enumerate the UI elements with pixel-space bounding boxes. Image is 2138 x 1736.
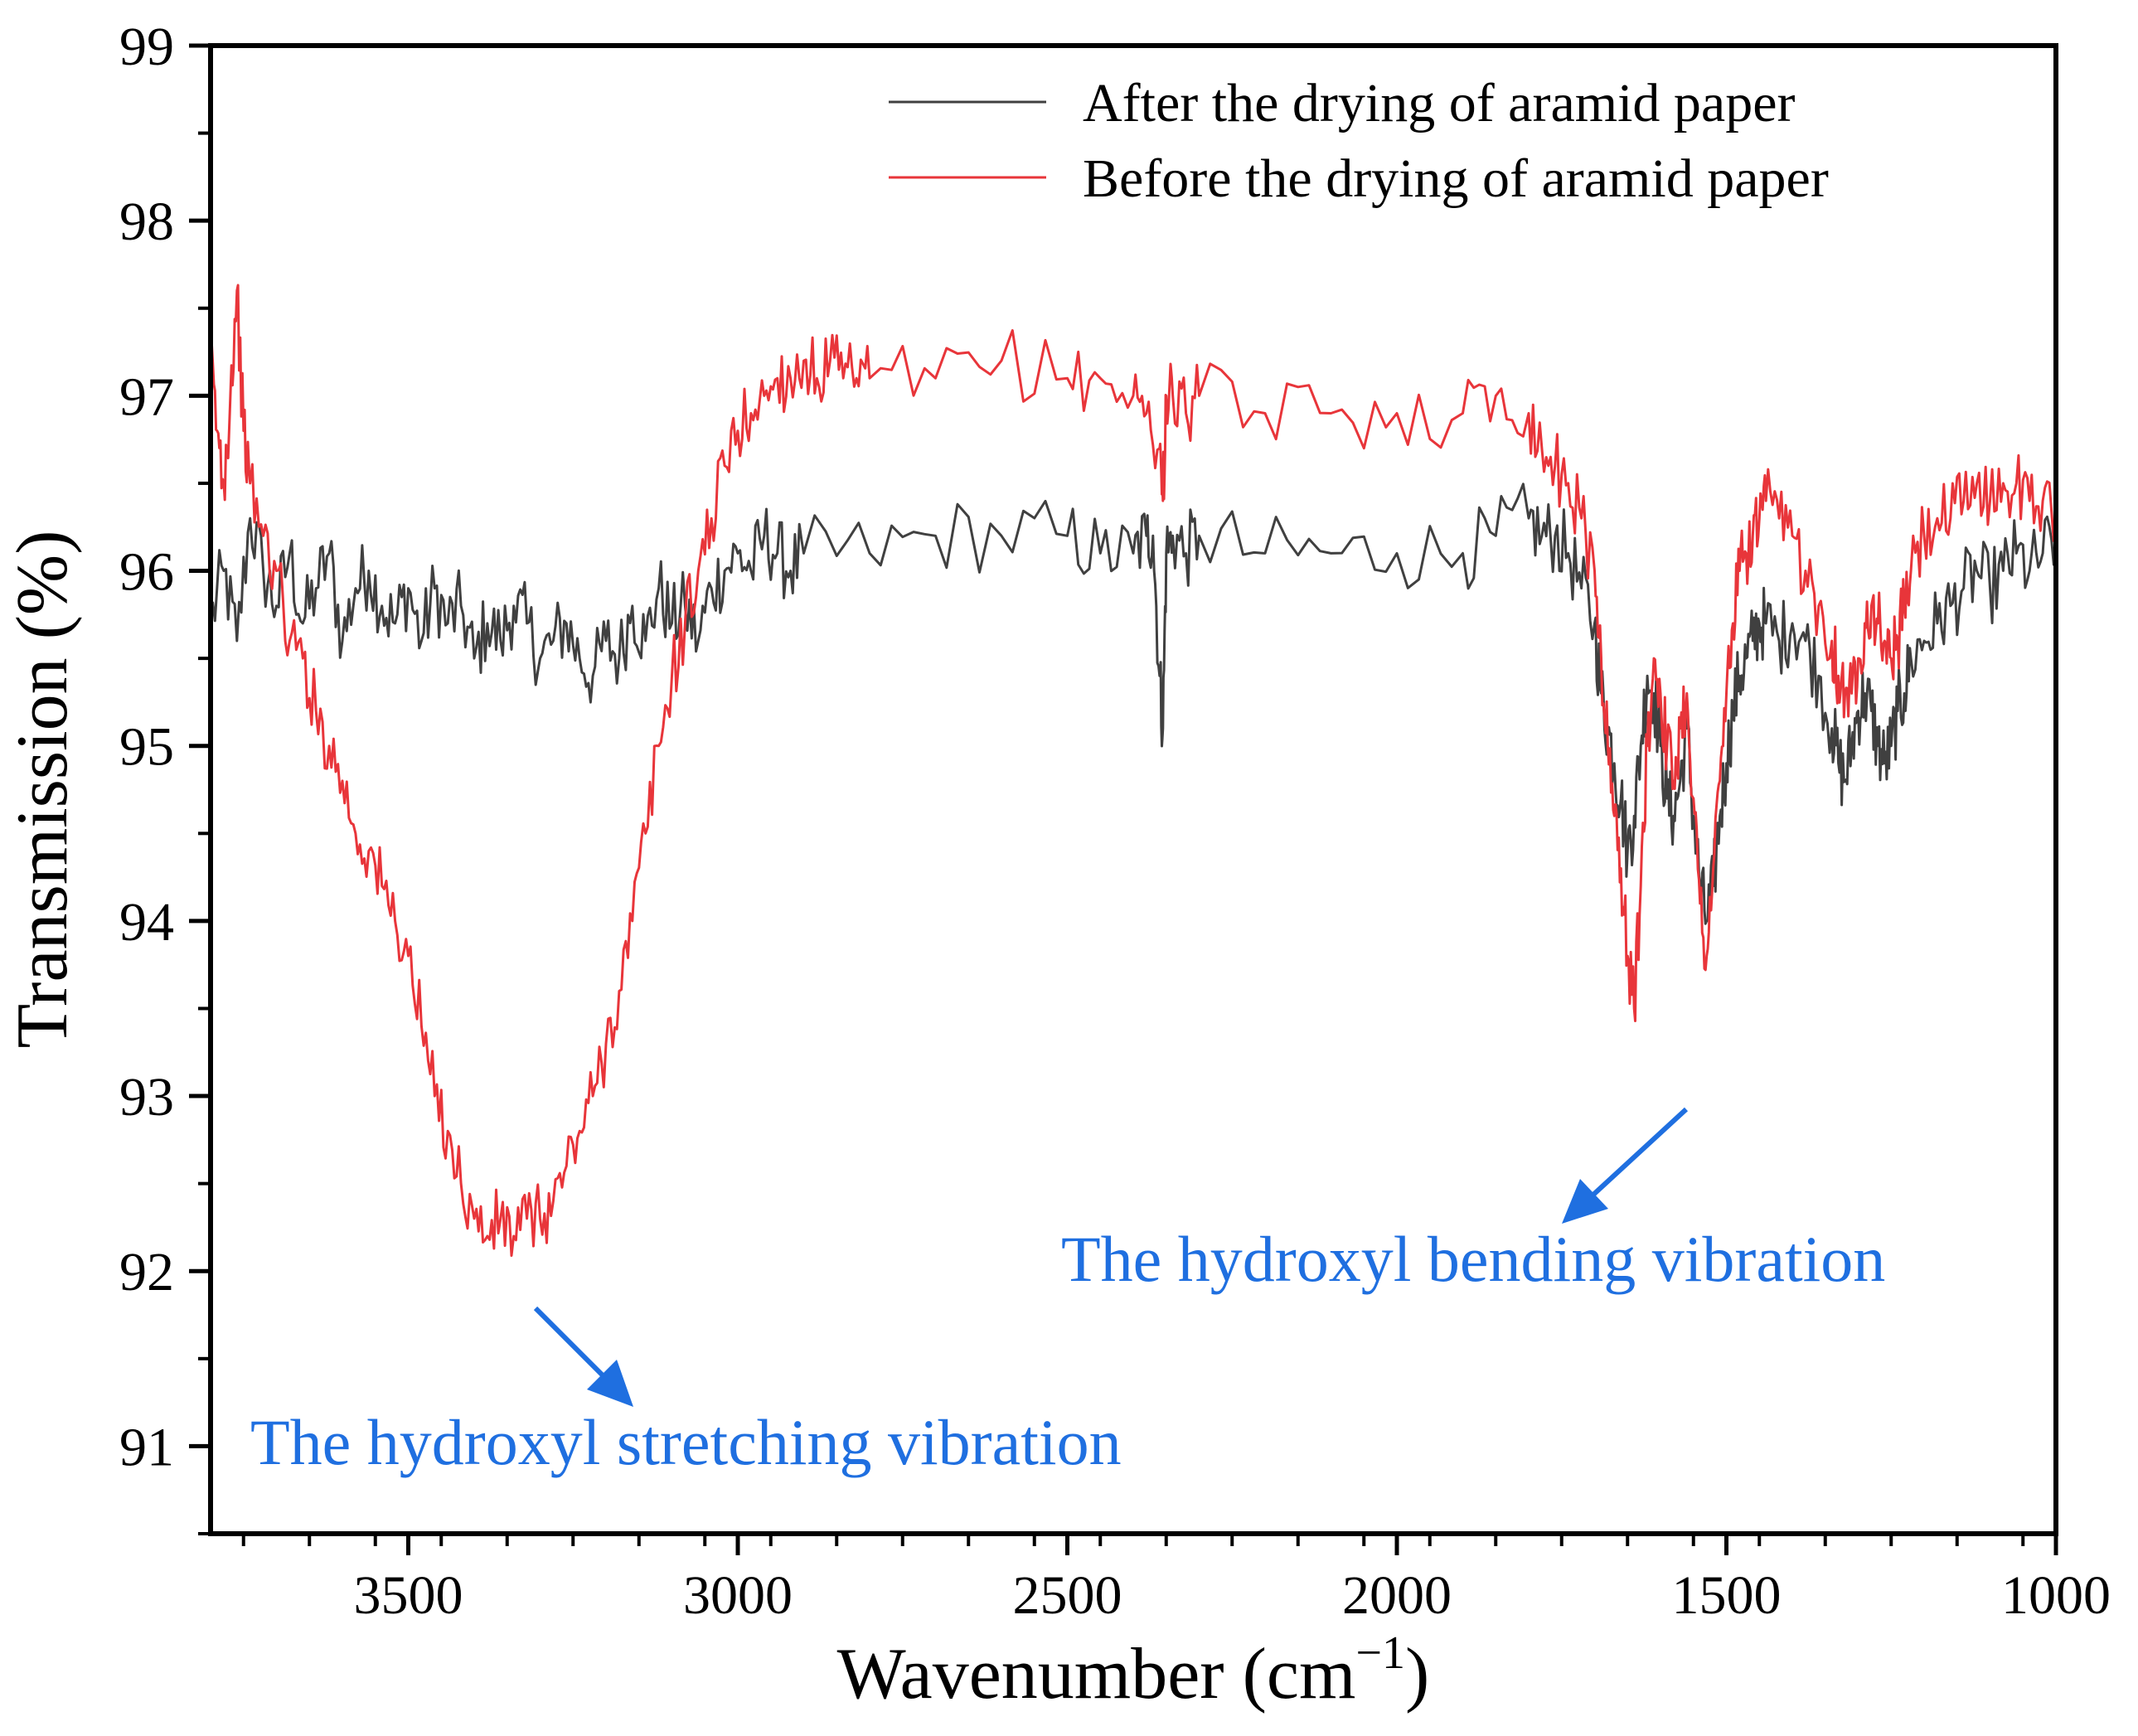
x-axis-title-superscript: −1 — [1355, 1627, 1405, 1679]
x-tick-label: 1500 — [1672, 1565, 1782, 1626]
y-tick-label: 97 — [119, 366, 174, 427]
y-tick-label: 94 — [119, 892, 174, 953]
annotation-bending: The hydroxyl bending vibration — [1061, 1107, 1885, 1295]
y-tick-label: 96 — [119, 542, 174, 603]
x-axis-title: Wavenumber (cm−1) — [837, 1627, 1430, 1714]
annotation-stretching: The hydroxyl stretching vibration — [250, 1306, 1122, 1478]
series-line-before-drying — [209, 284, 2058, 1257]
x-tick-label: 2000 — [1342, 1565, 1452, 1626]
tick-labels-layer: 3500 3000 2500 2000 1500 1000 91 92 93 94 95 96 97 98… — [119, 17, 2111, 1626]
legend-label-before: Before the drying of aramid paper — [1083, 148, 1829, 209]
y-tick-label: 99 — [119, 17, 174, 77]
legend-label-after: After the drying of aramid paper — [1083, 73, 1796, 133]
ticks-layer — [189, 43, 2058, 1555]
annotation-arrow-shaft-bending — [1581, 1107, 1689, 1206]
annotation-arrowhead-stretching — [587, 1360, 633, 1407]
y-tick-label: 93 — [119, 1067, 174, 1127]
legend: After the drying of aramid paper Before … — [889, 73, 1829, 209]
x-tick-label: 3000 — [683, 1565, 793, 1626]
y-axis-title: Transmission (%) — [2, 530, 83, 1048]
plot-frame — [208, 43, 2058, 1536]
series-line-after-drying — [209, 482, 2058, 925]
x-tick-label: 3500 — [354, 1565, 463, 1626]
y-tick-label: 92 — [119, 1242, 174, 1302]
y-tick-label: 95 — [119, 717, 174, 778]
annotation-text-stretching: The hydroxyl stretching vibration — [250, 1406, 1122, 1478]
x-tick-label: 2500 — [1013, 1565, 1122, 1626]
x-axis-title-main: Wavenumber (cm — [837, 1634, 1356, 1714]
y-tick-label: 91 — [119, 1417, 174, 1477]
annotation-arrow-shaft-stretching — [533, 1306, 616, 1389]
y-tick-label: 98 — [119, 192, 174, 252]
annotation-arrowhead-bending — [1562, 1179, 1608, 1224]
annotation-text-bending: The hydroxyl bending vibration — [1061, 1223, 1885, 1295]
x-axis-title-close: ) — [1405, 1634, 1429, 1714]
series-layer — [209, 284, 2058, 1257]
x-tick-label: 1000 — [2001, 1565, 2111, 1626]
